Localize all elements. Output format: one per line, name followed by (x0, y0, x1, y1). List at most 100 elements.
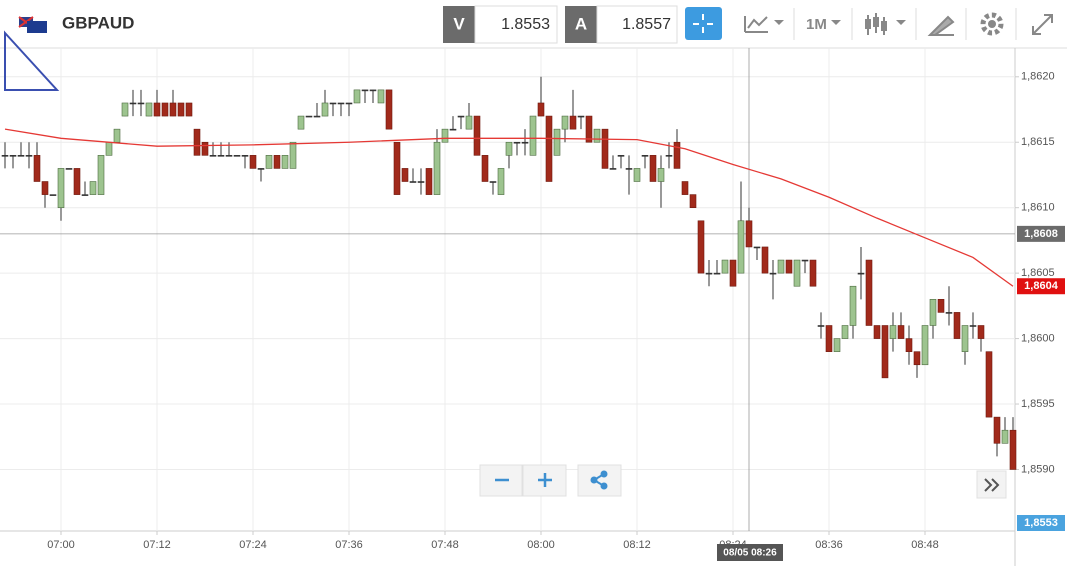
candle-body (489, 181, 497, 183)
candle-body (729, 259, 737, 287)
candle-body (817, 325, 825, 327)
candle-body (401, 168, 409, 182)
candle-body (329, 102, 337, 105)
ask-price: 1.8557 (622, 16, 671, 33)
candle-body (313, 115, 321, 118)
candle-body (209, 155, 217, 157)
candle-body (105, 141, 113, 156)
y-tick-label: 1,8605 (1021, 267, 1055, 279)
candle-body (649, 155, 657, 182)
candle-body (505, 141, 513, 156)
candle-body (681, 181, 689, 195)
chart-type-button[interactable] (744, 16, 784, 33)
share-dot (600, 470, 608, 478)
crosshair-icon (693, 14, 713, 33)
candle-body (929, 299, 937, 326)
dropdown-arrow (774, 20, 784, 25)
candle-body (177, 102, 185, 117)
crosshair-price-box (1017, 225, 1065, 242)
candle-body (945, 312, 953, 314)
candle-body (57, 168, 65, 208)
flag-au (27, 21, 47, 33)
candle-body (969, 325, 977, 327)
candle-body (513, 141, 521, 144)
candle-body (897, 325, 905, 339)
candle-body (865, 259, 873, 326)
share-button[interactable] (577, 464, 622, 497)
candle-body (657, 168, 665, 182)
candle-body (937, 299, 945, 313)
y-tick-label: 1,8610 (1021, 202, 1055, 214)
candle-body (337, 102, 345, 105)
candle-body (721, 259, 729, 274)
candle-icon-body (881, 21, 887, 31)
candle-body (137, 102, 145, 105)
candle-body (113, 128, 121, 143)
dropdown-arrow (896, 20, 906, 25)
candle-body (569, 115, 577, 130)
candle-body (65, 168, 73, 170)
candle-body (1009, 429, 1017, 470)
candle-body (801, 259, 809, 262)
candle-body (393, 141, 401, 195)
candle-body (609, 168, 617, 170)
candle-body (833, 338, 841, 352)
collapse-button[interactable] (1032, 14, 1053, 35)
candle-body (697, 220, 705, 274)
crosshair-button[interactable] (685, 7, 722, 40)
candle-body (737, 220, 745, 274)
candle-body (185, 102, 193, 117)
dropdown-arrow (831, 20, 841, 25)
candle-body (145, 102, 153, 117)
candle-body (625, 168, 633, 170)
candle-body (985, 351, 993, 418)
candle-body (9, 155, 17, 157)
candle-body (97, 155, 105, 195)
candle-body (921, 325, 929, 366)
candle-body (409, 181, 417, 183)
bid-price: 1.8553 (501, 16, 550, 33)
candle-body (753, 246, 761, 249)
candle-icon-body (873, 17, 879, 27)
candle-body (977, 325, 985, 339)
candle-body (129, 102, 137, 105)
candle-body (345, 102, 353, 105)
settings-button[interactable] (980, 12, 1004, 36)
chart-type-icon (744, 16, 768, 33)
candle-body (33, 155, 41, 182)
candle-body (169, 102, 177, 117)
candle-body (49, 194, 57, 196)
crosshair-time-box (717, 544, 783, 561)
candle-body (225, 155, 233, 157)
x-tick-label: 07:00 (47, 539, 75, 551)
candle-body (353, 89, 361, 104)
candle-body (201, 141, 209, 156)
crosshair-time: 08/05 08:26 (723, 548, 777, 559)
candle-body (433, 141, 441, 195)
candle-body (377, 89, 385, 104)
draw-tool-button[interactable] (927, 15, 955, 36)
candle-type-button[interactable] (865, 13, 906, 35)
ask-label: A (575, 14, 587, 33)
x-tick-label: 08:12 (623, 539, 651, 551)
candle-body (689, 194, 697, 208)
x-tick-label: 07:48 (431, 539, 459, 551)
candle-body (449, 128, 457, 131)
candle-body (745, 220, 753, 248)
candle-body (633, 168, 641, 182)
last-price: 1,8604 (1024, 280, 1059, 292)
candle-body (785, 259, 793, 274)
candle-body (545, 115, 553, 182)
timeframe[interactable]: 1M (806, 16, 827, 33)
candle-body (537, 102, 545, 117)
candle-body (809, 259, 817, 287)
bid-price-tag: 1,8553 (1024, 517, 1058, 529)
x-tick-label: 08:36 (815, 539, 843, 551)
crosshair-price: 1,8608 (1024, 228, 1058, 240)
candle-icon-body (865, 19, 871, 29)
y-tick-label: 1,8615 (1021, 136, 1055, 148)
drawn-triangle[interactable] (4, 30, 60, 91)
candle-body (577, 115, 585, 118)
bid-label-box (443, 6, 475, 43)
